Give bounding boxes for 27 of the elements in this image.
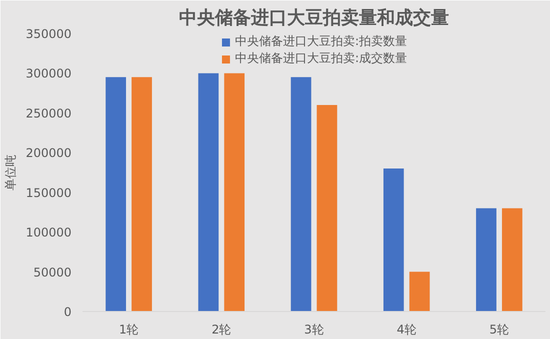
x-tick-label: 1轮 — [118, 322, 139, 336]
legend-label: 中央储备进口大豆拍卖:成交数量 — [234, 50, 408, 67]
y-tick-label: 250000 — [26, 106, 72, 120]
y-tick-label: 50000 — [33, 265, 72, 280]
x-tick-label: 5轮 — [489, 322, 510, 336]
bar — [106, 77, 126, 312]
chart-title: 中央储备进口大豆拍卖量和成交量 — [179, 8, 449, 28]
bar — [224, 73, 245, 312]
bar — [502, 208, 522, 312]
y-tick-label: 200000 — [26, 146, 72, 160]
bar — [198, 73, 219, 312]
bar — [476, 208, 496, 312]
x-tick-label: 3轮 — [304, 322, 324, 336]
y-axis-title: 单位吨 — [4, 154, 18, 190]
bar — [132, 77, 152, 312]
y-tick-label: 100000 — [26, 226, 72, 240]
bar — [383, 168, 404, 312]
legend-label: 中央储备进口大豆拍卖:拍卖数量 — [234, 33, 408, 50]
y-tick-label: 350000 — [26, 27, 72, 41]
bar — [316, 104, 338, 312]
x-tick-label: 2轮 — [212, 322, 232, 336]
y-tick-label: 150000 — [26, 186, 72, 200]
bar — [290, 77, 312, 312]
y-tick-label: 300000 — [26, 66, 72, 81]
bar — [409, 272, 430, 312]
x-tick-label: 4轮 — [396, 322, 416, 336]
y-tick-label: 0 — [64, 305, 72, 319]
